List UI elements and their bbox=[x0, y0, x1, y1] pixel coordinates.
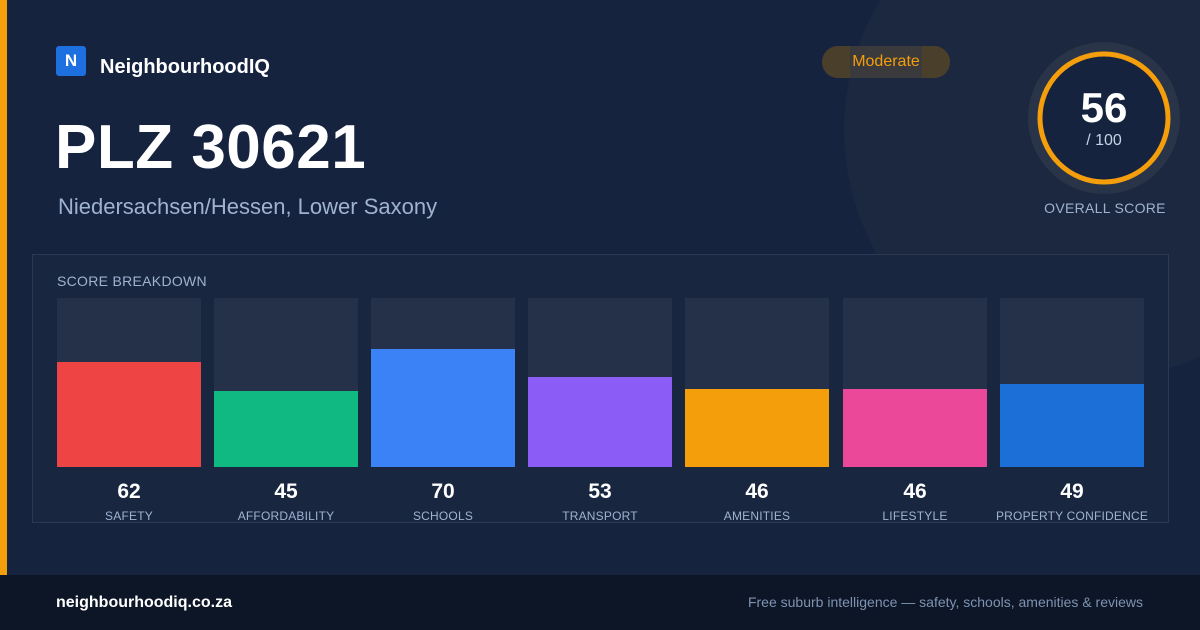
bar-fill bbox=[1000, 384, 1144, 467]
rating-badge: Moderate bbox=[822, 46, 950, 78]
breakdown-title: SCORE BREAKDOWN bbox=[57, 273, 207, 289]
bar-label: AFFORDABILITY bbox=[237, 509, 335, 523]
brand-name: NeighbourhoodIQ bbox=[100, 56, 270, 78]
bar-fill bbox=[843, 389, 987, 467]
bar-fill bbox=[57, 362, 201, 467]
score-breakdown-panel: SCORE BREAKDOWN 62 SAFETY 45 AFFORDABILITY 7… bbox=[32, 254, 1169, 523]
bar-label: SAFETY bbox=[105, 509, 153, 523]
bar-track bbox=[843, 298, 987, 467]
bar-fill bbox=[685, 389, 829, 467]
bar-value: 49 bbox=[1060, 480, 1084, 503]
bar-value: 53 bbox=[588, 480, 612, 503]
score-ring-inner bbox=[1040, 54, 1168, 182]
bar-track bbox=[371, 298, 515, 467]
bar-transport: 53 TRANSPORT bbox=[528, 298, 672, 524]
bar-label: AMENITIES bbox=[723, 509, 791, 523]
bar-track bbox=[685, 298, 829, 467]
footer: neighbourhoodiq.co.za Free suburb intell… bbox=[0, 575, 1200, 630]
overall-score-value: 56 bbox=[1080, 84, 1128, 131]
bar-track bbox=[57, 298, 201, 467]
logo-icon: N bbox=[56, 46, 86, 76]
score-ring-arc bbox=[1037, 51, 1171, 185]
accent-stripe bbox=[0, 0, 7, 575]
footer-tagline: Free suburb intelligence — safety, schoo… bbox=[747, 594, 1143, 610]
bar-label: LIFESTYLE bbox=[882, 509, 948, 523]
bar-amenities: 46 AMENITIES bbox=[685, 298, 829, 524]
bar-track bbox=[1000, 298, 1144, 467]
rating-badge-label: Moderate bbox=[852, 53, 920, 70]
share-card: N NeighbourhoodIQ PLZ 30621 Niedersachse… bbox=[0, 0, 1180, 575]
bar-lifestyle: 46 LIFESTYLE bbox=[843, 298, 987, 524]
score-ring-svg bbox=[1037, 51, 1171, 185]
bar-track bbox=[214, 298, 358, 467]
overall-score-ring bbox=[1028, 42, 1180, 194]
bar-fill bbox=[214, 391, 358, 467]
bar-label: TRANSPORT bbox=[562, 509, 638, 523]
bar-label: PROPERTY CONFIDENCE bbox=[995, 509, 1149, 523]
bar-value: 45 bbox=[274, 480, 298, 503]
page-title: PLZ 30621 bbox=[55, 113, 367, 182]
bar-fill bbox=[528, 377, 672, 467]
overall-score-max: / 100 bbox=[1086, 132, 1122, 149]
bar-track bbox=[528, 298, 672, 467]
bar-safety: 62 SAFETY bbox=[57, 298, 201, 524]
bar-label: SCHOOLS bbox=[412, 509, 474, 523]
bar-affordability: 45 AFFORDABILITY bbox=[214, 298, 358, 524]
bar-value: 70 bbox=[431, 480, 455, 503]
bar-value: 46 bbox=[903, 480, 927, 503]
footer-url: neighbourhoodiq.co.za bbox=[56, 594, 232, 611]
bar-value: 62 bbox=[117, 480, 141, 503]
bar-schools: 70 SCHOOLS bbox=[371, 298, 515, 524]
bar-value: 46 bbox=[745, 480, 769, 503]
location-subtitle: Niedersachsen/Hessen, Lower Saxony bbox=[58, 194, 438, 219]
bar-fill bbox=[371, 349, 515, 467]
bar-property-confidence: 49 PROPERTY CONFIDENCE bbox=[996, 298, 1148, 524]
overall-score-caption: OVERALL SCORE bbox=[1044, 200, 1166, 216]
